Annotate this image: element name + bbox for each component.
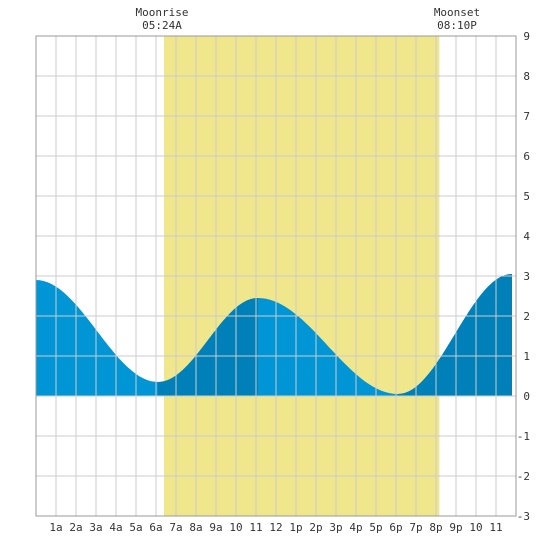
y-tick-label: -1: [517, 430, 530, 443]
moonset-title: Moonset: [434, 6, 480, 19]
tide-area: [36, 274, 512, 396]
x-tick-label: 8a: [189, 521, 202, 534]
x-tick-label: 2p: [309, 521, 322, 534]
x-tick-label: 7a: [169, 521, 182, 534]
x-tick-label: 8p: [429, 521, 442, 534]
x-tick-label: 10: [229, 521, 242, 534]
tide-area-shaded-1: [398, 274, 512, 396]
y-tick-label: 5: [523, 190, 530, 203]
y-tick-label: -3: [517, 510, 530, 523]
x-tick-label: 1a: [49, 521, 62, 534]
x-tick-label: 11: [489, 521, 502, 534]
x-tick-label: 2a: [69, 521, 82, 534]
x-tick-label: 5p: [369, 521, 382, 534]
y-tick-label: 7: [523, 110, 530, 123]
y-tick-label: 0: [523, 390, 530, 403]
moonset-time: 08:10P: [437, 19, 477, 32]
y-tick-label: -2: [517, 470, 530, 483]
x-tick-label: 9a: [209, 521, 222, 534]
x-tick-label: 9p: [449, 521, 462, 534]
y-tick-label: 9: [523, 30, 530, 43]
x-tick-label: 4a: [109, 521, 122, 534]
x-tick-label: 12: [269, 521, 282, 534]
x-tick-label: 11: [249, 521, 262, 534]
y-tick-label: 3: [523, 270, 530, 283]
y-tick-label: 1: [523, 350, 530, 363]
y-tick-label: 6: [523, 150, 530, 163]
tide-area-shaded-0: [158, 298, 258, 396]
x-tick-label: 7p: [409, 521, 422, 534]
x-tick-label: 6a: [149, 521, 162, 534]
plot-frame: [35, 35, 517, 517]
x-tick-label: 3p: [329, 521, 342, 534]
x-tick-label: 10: [469, 521, 482, 534]
y-tick-label: 4: [523, 230, 530, 243]
y-tick-label: 2: [523, 310, 530, 323]
y-tick-label: 8: [523, 70, 530, 83]
moonrise-time: 05:24A: [142, 19, 182, 32]
x-tick-label: 4p: [349, 521, 362, 534]
x-tick-label: 5a: [129, 521, 142, 534]
moonrise-title: Moonrise: [136, 6, 189, 19]
x-tick-label: 6p: [389, 521, 402, 534]
x-tick-label: 3a: [89, 521, 102, 534]
x-tick-label: 1p: [289, 521, 302, 534]
